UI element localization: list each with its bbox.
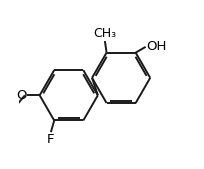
Text: CH₃: CH₃ [93,27,116,40]
Text: OH: OH [146,40,166,53]
Text: F: F [47,134,55,147]
Text: O: O [16,89,27,102]
